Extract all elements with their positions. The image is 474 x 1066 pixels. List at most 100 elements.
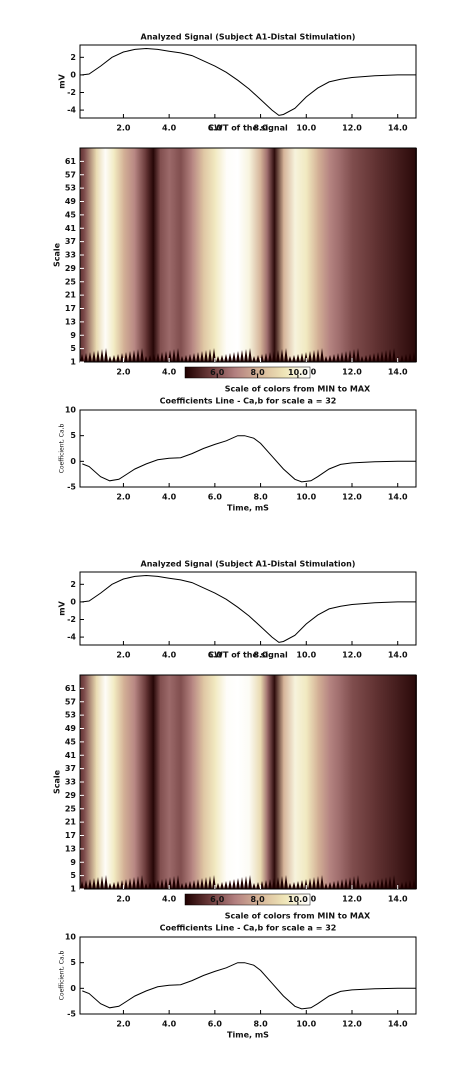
y-tick-label: -5	[67, 1010, 76, 1019]
x-tick-label: 8.0	[250, 368, 265, 377]
x-axis-label: CWT of the signal	[208, 124, 288, 133]
colorbar	[184, 366, 311, 379]
y-tick-label: 37	[65, 764, 76, 773]
heatmap-column	[214, 148, 227, 362]
y-tick-label: 1	[70, 885, 76, 894]
x-tick-label: 2.0	[116, 1020, 131, 1029]
x-tick-label: 4.0	[162, 895, 177, 904]
y-tick-label: 2	[70, 580, 76, 589]
heatmap-column	[214, 675, 227, 889]
heatmap-column	[160, 675, 170, 889]
y-axis-label: Scale	[53, 242, 62, 267]
y-tick-label: 0	[70, 597, 76, 606]
heatmap-column	[397, 675, 417, 889]
y-tick-label: 5	[70, 344, 76, 353]
heatmap-column	[237, 675, 250, 889]
heatmap-column	[105, 675, 115, 889]
y-tick-label: 53	[65, 184, 76, 193]
x-tick-label: 6.0	[208, 1020, 223, 1029]
y-tick-label: 41	[65, 751, 77, 760]
x-tick-label: 4.0	[162, 1020, 177, 1029]
heatmap-column	[306, 675, 319, 889]
heatmap-column	[134, 675, 147, 889]
x-tick-label: 2.0	[116, 368, 131, 377]
y-tick-label: -5	[67, 483, 76, 492]
x-tick-label: 10.0	[296, 493, 316, 502]
x-tick-label: 8.0	[253, 651, 268, 660]
heatmap-column	[180, 675, 193, 889]
speckle	[80, 348, 416, 362]
x-tick-label: 6.0	[210, 368, 225, 377]
heatmap-column	[180, 148, 193, 362]
heatmap-column	[267, 148, 275, 362]
y-tick-label: 33	[65, 778, 76, 787]
x-tick-label: 4.0	[162, 651, 177, 660]
y-tick-label: -4	[67, 106, 76, 115]
heatmap-column	[274, 675, 284, 889]
heatmap-column	[169, 675, 181, 889]
y-tick-label: 0	[70, 984, 76, 993]
y-axis-label: Scale	[53, 769, 62, 794]
x-tick-label: 8.0	[250, 895, 265, 904]
x-tick-label: 2.0	[116, 493, 131, 502]
x-tick-label: 14.0	[388, 368, 408, 377]
y-tick-label: 37	[65, 237, 76, 246]
heatmap-column	[294, 148, 307, 362]
y-tick-label: 2	[70, 53, 76, 62]
y-tick-label: -2	[67, 88, 76, 97]
y-tick-label: 61	[65, 157, 77, 166]
x-tick-label: 8.0	[253, 493, 268, 502]
chart-title: Coefficients Line - Ca,b for scale a = 3…	[160, 924, 337, 933]
chart-title: Coefficients Line - Ca,b for scale a = 3…	[160, 397, 337, 406]
x-tick-label: 12.0	[342, 368, 362, 377]
y-tick-label: 5	[70, 958, 76, 967]
speckle	[80, 875, 416, 889]
plot-area	[79, 44, 417, 119]
plot-area	[79, 409, 417, 488]
y-tick-label: 17	[65, 831, 76, 840]
y-tick-label: 57	[65, 170, 76, 179]
x-tick-label: 14.0	[388, 651, 408, 660]
x-tick-label: 6.0	[208, 651, 223, 660]
x-tick-label: 14.0	[388, 124, 408, 133]
y-tick-label: 25	[65, 804, 77, 813]
heatmap-column	[249, 148, 261, 362]
x-axis-label: Time, mS	[227, 504, 269, 513]
x-tick-label: 12.0	[342, 895, 362, 904]
heatmap-column	[374, 148, 399, 362]
heatmap-column	[352, 675, 376, 889]
heatmap-column	[283, 675, 296, 889]
chart-title: Scale of colors from MIN to MAX	[225, 912, 371, 921]
signal-line	[82, 962, 416, 1010]
heatmap-column	[192, 148, 204, 362]
y-tick-label: 10	[65, 933, 77, 942]
heatmap-column	[84, 148, 97, 362]
x-axis-label: Time, mS	[227, 1031, 269, 1040]
y-axis-label: Coefficient, Ca,b	[59, 951, 66, 1001]
heatmap-column	[203, 148, 216, 362]
heatmap-column	[146, 675, 154, 889]
y-tick-label: 5	[70, 431, 76, 440]
x-tick-label: 10.0	[288, 895, 308, 904]
heatmap-column	[329, 675, 341, 889]
heatmap-column	[226, 148, 239, 362]
heatmap-column	[294, 675, 307, 889]
y-tick-label: 13	[65, 844, 76, 853]
y-tick-label: 13	[65, 317, 76, 326]
heatmap-column	[274, 148, 284, 362]
plot-area	[79, 936, 417, 1015]
heatmap-column	[169, 148, 181, 362]
y-tick-label: -4	[67, 633, 76, 642]
x-tick-label: 4.0	[162, 124, 177, 133]
x-tick-label: 10.0	[296, 651, 316, 660]
heatmap-column	[153, 675, 161, 889]
y-tick-label: 1	[70, 358, 76, 367]
x-tick-label: 14.0	[388, 895, 408, 904]
heatmap-column	[153, 148, 161, 362]
y-tick-label: 53	[65, 711, 76, 720]
x-axis-label: CWT of the signal	[208, 651, 288, 660]
x-tick-label: 10.0	[288, 368, 308, 377]
y-tick-label: 25	[65, 277, 77, 286]
heatmap-column	[105, 148, 115, 362]
heatmap-column	[146, 148, 154, 362]
